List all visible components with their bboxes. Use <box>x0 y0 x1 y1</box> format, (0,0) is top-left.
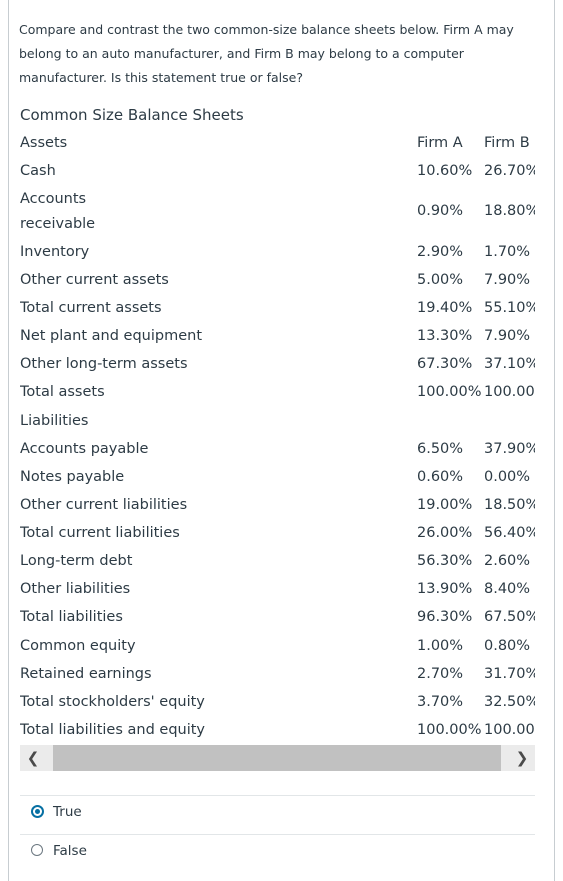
firm-b-value: 0.80% <box>484 638 531 654</box>
row-label: Cash <box>20 163 56 179</box>
row-label: Total current assets <box>20 300 162 316</box>
firm-b-value: 56.40% <box>484 525 535 541</box>
chevron-right-icon[interactable]: ❯ <box>515 749 529 767</box>
firm-b-value: 37.90% <box>484 441 535 457</box>
firm-a-value: 56.30% <box>417 553 473 569</box>
row-label: Retained earnings <box>20 666 152 682</box>
horizontal-scrollbar[interactable]: ❮ ❯ <box>20 745 535 771</box>
chevron-left-icon[interactable]: ❮ <box>26 749 40 767</box>
firm-a-value: 13.90% <box>417 581 473 597</box>
row-label: Total stockholders' equity <box>20 694 205 710</box>
firm-b-value: 37.10% <box>484 356 535 372</box>
firm-a-value: Firm A <box>417 135 463 151</box>
table-title: Common Size Balance Sheets <box>20 106 244 124</box>
firm-b-value: 18.50% <box>484 497 535 513</box>
firm-a-value: 2.90% <box>417 244 464 260</box>
row-label: Liabilities <box>20 413 89 429</box>
divider <box>20 795 535 796</box>
row-label: Total liabilities and equity <box>20 722 206 738</box>
option-label: True <box>53 804 82 820</box>
row-label: Total current liabilities <box>20 525 180 541</box>
scrollbar-thumb[interactable] <box>53 745 501 771</box>
row-label: Accounts payable <box>20 441 149 457</box>
firm-b-value: 26.70% <box>484 163 535 179</box>
firm-b-value: 18.80% <box>484 203 535 219</box>
firm-a-value: 6.50% <box>417 441 464 457</box>
firm-b-value: 7.90% <box>484 272 531 288</box>
firm-a-value: 3.70% <box>417 694 464 710</box>
firm-a-value: 100.00% <box>417 384 482 400</box>
firm-a-value: 19.40% <box>417 300 473 316</box>
firm-a-value: 100.00% <box>417 722 482 738</box>
firm-a-value: 10.60% <box>417 163 473 179</box>
firm-b-value: 100.00% <box>484 722 535 738</box>
firm-a-value: 1.00% <box>417 638 464 654</box>
firm-b-value: 1.70% <box>484 244 531 260</box>
firm-b-value: 2.60% <box>484 553 531 569</box>
firm-a-value: 0.90% <box>417 203 464 219</box>
row-label: Total liabilities <box>20 609 123 625</box>
question-text: Compare and contrast the two common-size… <box>19 22 514 85</box>
row-label: Other long-term assets <box>20 356 188 372</box>
row-label: Other current liabilities <box>20 497 188 513</box>
firm-a-value: 96.30% <box>417 609 473 625</box>
firm-b-value: 100.00% <box>484 384 535 400</box>
firm-b-value: 8.40% <box>484 581 531 597</box>
firm-b-value: 55.10% <box>484 300 535 316</box>
option-label: False <box>53 843 87 859</box>
row-label: Notes payable <box>20 469 125 485</box>
radio-unselected-icon[interactable] <box>31 844 43 856</box>
firm-b-value: Firm B <box>484 135 530 151</box>
row-label: Accounts receivable <box>20 191 96 232</box>
balance-sheet-table: Common Size Balance Sheets Assets Firm A F… <box>20 100 535 740</box>
firm-a-value: 19.00% <box>417 497 473 513</box>
row-label: Assets <box>20 135 68 151</box>
firm-a-value: 67.30% <box>417 356 473 372</box>
firm-b-value: 67.50% <box>484 609 535 625</box>
row-label: Other liabilities <box>20 581 131 597</box>
row-label: Common equity <box>20 638 136 654</box>
row-label: Inventory <box>20 244 90 260</box>
firm-a-value: 0.60% <box>417 469 464 485</box>
firm-b-value: 31.70% <box>484 666 535 682</box>
divider <box>20 834 535 835</box>
question-card <box>8 0 555 881</box>
firm-b-value: 7.90% <box>484 328 531 344</box>
firm-a-value: 2.70% <box>417 666 464 682</box>
firm-a-value: 5.00% <box>417 272 464 288</box>
row-label: Long-term debt <box>20 553 133 569</box>
row-label: Net plant and equipment <box>20 328 203 344</box>
firm-b-value: 0.00% <box>484 469 531 485</box>
firm-a-value: 13.30% <box>417 328 473 344</box>
radio-selected-icon[interactable] <box>31 805 44 818</box>
firm-b-value: 32.50% <box>484 694 535 710</box>
row-label: Other current assets <box>20 272 169 288</box>
row-label: Total assets <box>20 384 105 400</box>
firm-a-value: 26.00% <box>417 525 473 541</box>
